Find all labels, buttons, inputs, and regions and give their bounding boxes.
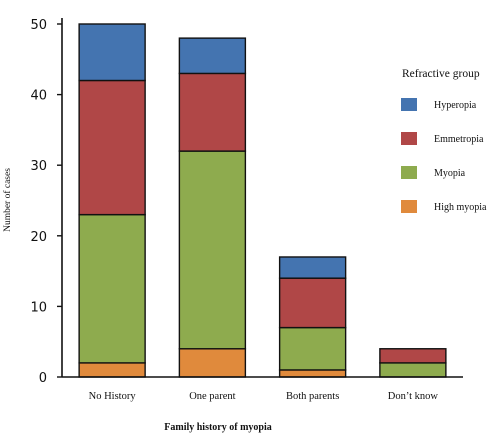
x-tick-label-one-parent: One parent	[189, 391, 235, 402]
bars-group	[78, 23, 447, 378]
x-tick-label-no-history: No History	[89, 391, 137, 402]
legend-swatch-emmetropia	[401, 132, 417, 145]
y-tick-label-10: 10	[30, 300, 47, 315]
bar-no-history-myopia	[78, 213, 146, 364]
x-axis-title: Family history of myopia	[164, 422, 272, 433]
bar-both-parents-emmetropia	[278, 277, 347, 329]
bar-one-parent-myopia	[178, 150, 247, 350]
legend-title: Refractive group	[402, 68, 480, 80]
legend-label-emmetropia: Emmetropia	[434, 134, 484, 145]
bar-no-history-emmetropia	[78, 79, 146, 216]
x-ticks-group: No History One parent Both parents Don’t kn…	[89, 391, 439, 402]
bar-don-t-know-myopia	[379, 362, 447, 378]
bar-one-parent-hyperopia	[178, 37, 247, 75]
y-tick-label-20: 20	[30, 230, 47, 245]
legend-swatch-high-myopia	[401, 200, 417, 213]
y-tick-label-0: 0	[39, 371, 47, 386]
y-tick-label-40: 40	[30, 89, 47, 104]
y-ticks-group: 0 10 20 30 40 50	[30, 18, 62, 386]
bar-both-parents-hyperopia	[278, 256, 347, 279]
legend-label-hyperopia: Hyperopia	[434, 100, 477, 111]
bar-don-t-know-emmetropia	[379, 348, 447, 364]
bar-one-parent-emmetropia	[178, 72, 247, 152]
legend-swatch-hyperopia	[401, 98, 417, 111]
legend-label-myopia: Myopia	[434, 168, 466, 179]
y-axis-title: Number of cases	[2, 168, 13, 232]
bar-no-history-high-myopia	[78, 362, 146, 378]
y-tick-label-50: 50	[30, 18, 47, 33]
bar-no-history-hyperopia	[78, 23, 146, 82]
legend-swatch-myopia	[401, 166, 417, 179]
axes-group	[61, 18, 463, 378]
legend-label-high-myopia: High myopia	[434, 202, 487, 213]
bar-one-parent-high-myopia	[178, 348, 247, 378]
bar-both-parents-myopia	[278, 326, 347, 371]
legend: Refractive group Hyperopia Emmetropia Myop…	[401, 68, 487, 213]
y-tick-label-30: 30	[30, 159, 47, 174]
x-tick-label-both-parents: Both parents	[286, 391, 339, 402]
bar-both-parents-high-myopia	[278, 369, 347, 378]
x-tick-label-don-t-know: Don’t know	[388, 391, 439, 402]
